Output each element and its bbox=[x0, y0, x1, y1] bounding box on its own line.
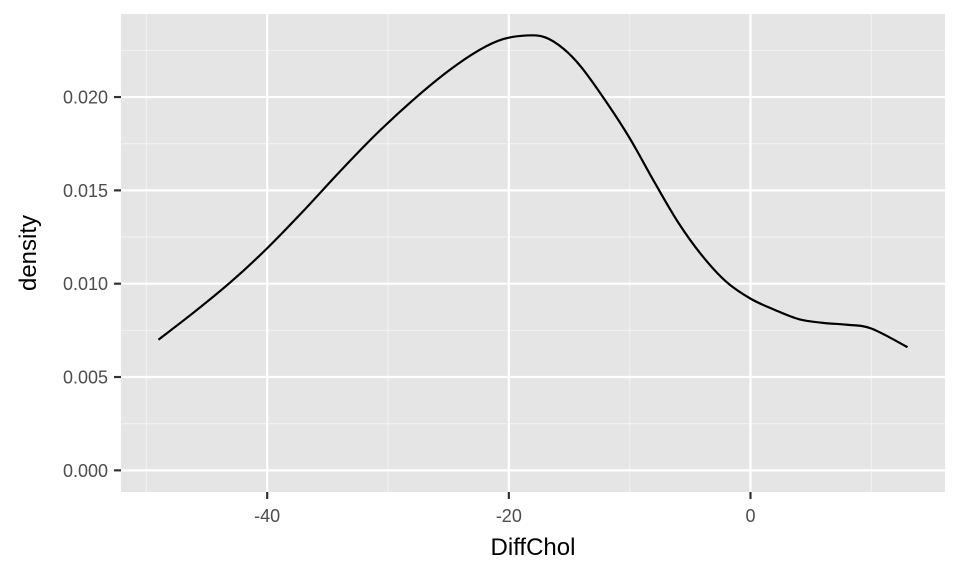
density-series bbox=[157, 34, 909, 349]
x-axis: -40 -20 0 bbox=[254, 492, 755, 526]
y-tick-label: 0.010 bbox=[63, 274, 108, 294]
x-tick-label: 0 bbox=[745, 506, 755, 526]
y-tick-label: 0.015 bbox=[63, 181, 108, 201]
x-tick-label: -40 bbox=[254, 506, 280, 526]
x-axis-title: DiffChol bbox=[491, 534, 576, 561]
y-tick-label: 0.020 bbox=[63, 88, 108, 108]
y-tick-label: 0.000 bbox=[63, 461, 108, 481]
plot-panel bbox=[121, 14, 945, 492]
density-curve bbox=[157, 34, 909, 349]
y-tick-label: 0.005 bbox=[63, 368, 108, 388]
y-axis-title: density bbox=[15, 215, 42, 291]
y-axis: 0.000 0.005 0.010 0.015 0.020 bbox=[63, 88, 121, 481]
major-gridlines bbox=[121, 14, 945, 492]
minor-gridlines bbox=[121, 14, 945, 492]
x-tick-label: -20 bbox=[496, 506, 522, 526]
